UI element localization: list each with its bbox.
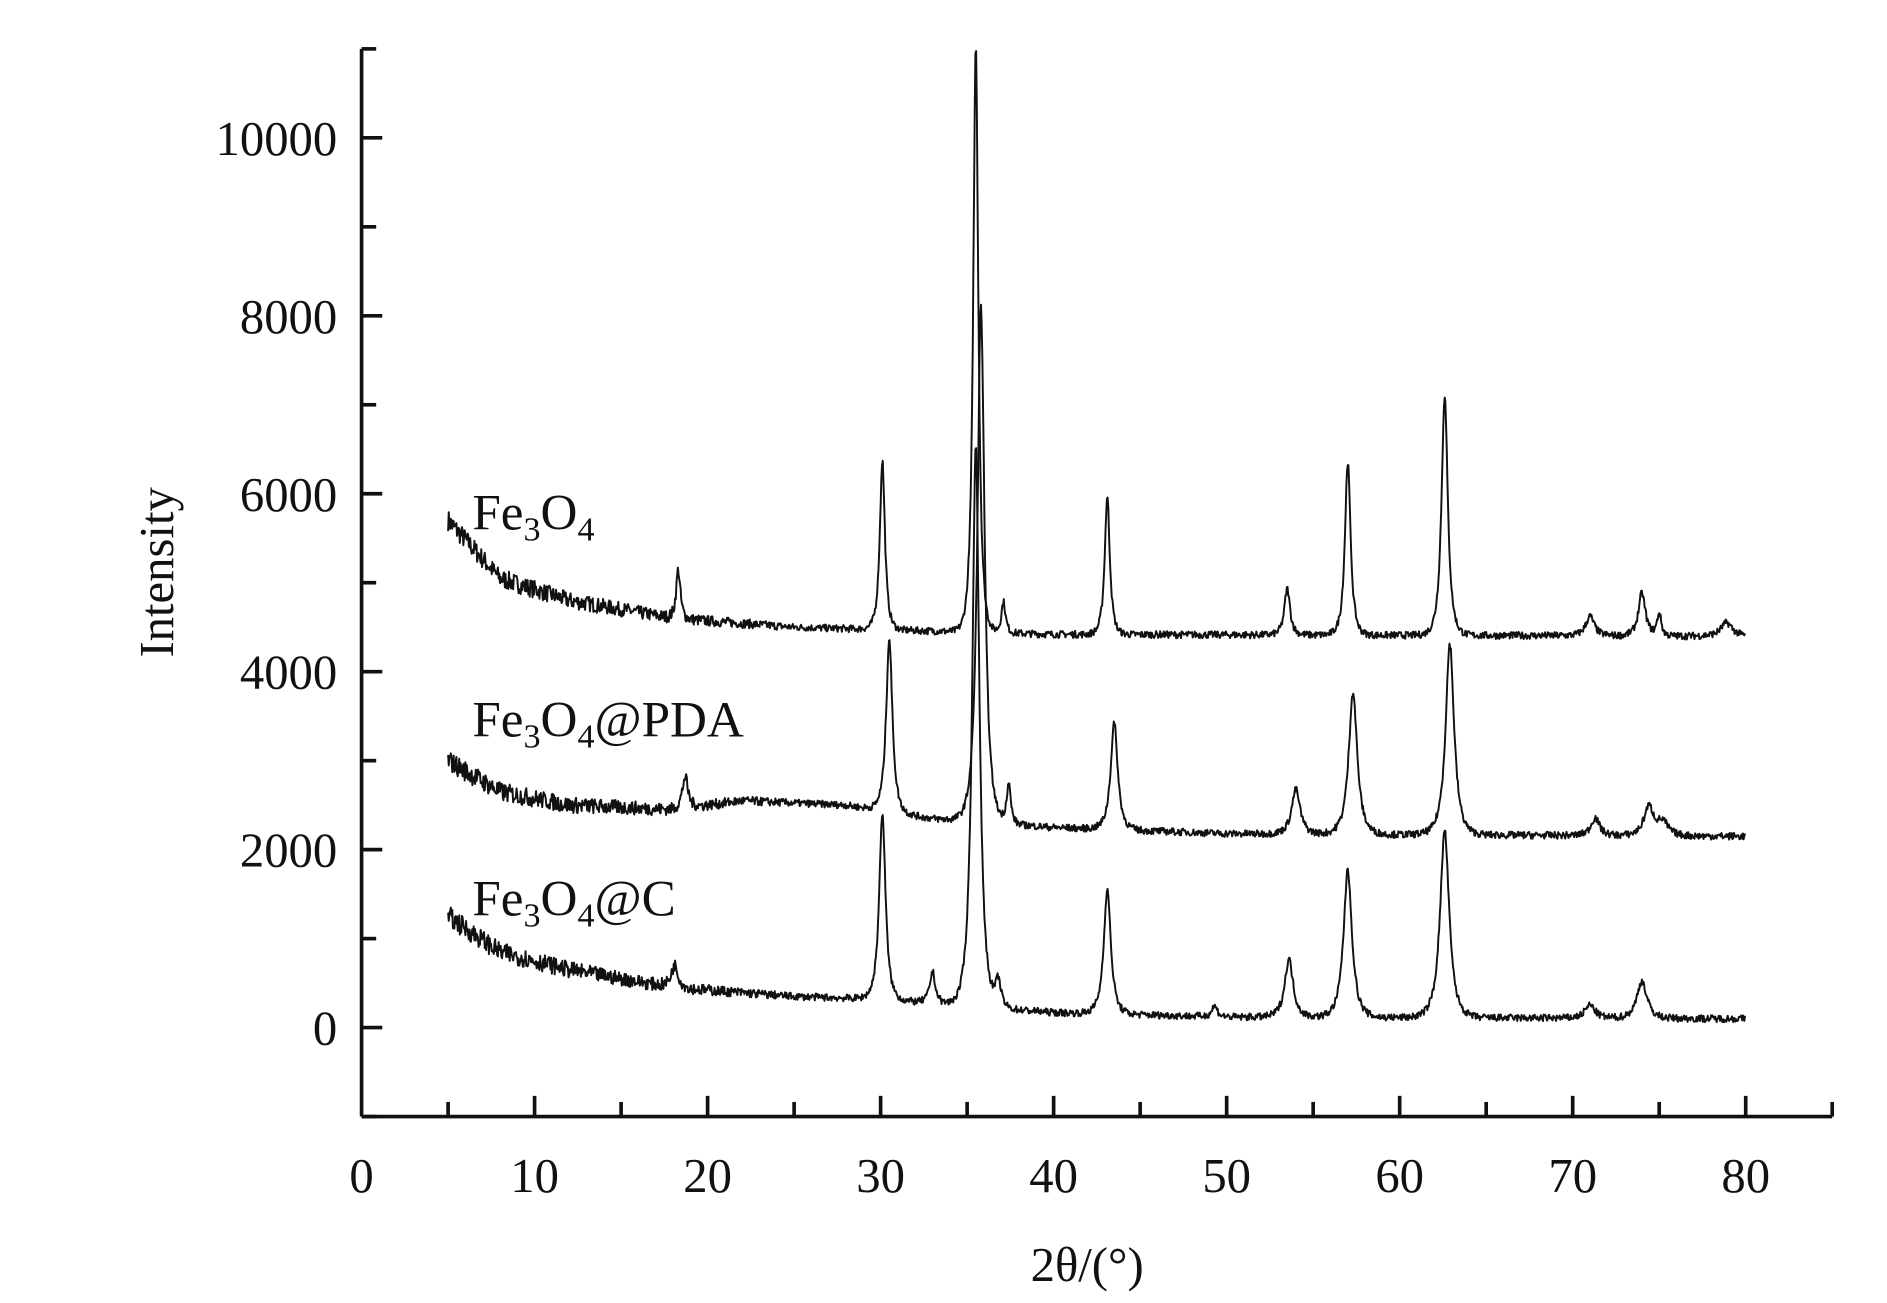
x-axis-label: 2θ/(°) <box>1031 1238 1144 1292</box>
y-tick-label: 2000 <box>240 824 337 878</box>
x-tick-label: 70 <box>1548 1149 1597 1203</box>
series-labels: Fe3O4 Fe3O4@PDA Fe3O4@C <box>472 485 744 935</box>
x-tick-label: 10 <box>510 1149 559 1203</box>
y-tick-label: 0 <box>313 1002 337 1056</box>
x-tick-label: 30 <box>856 1149 905 1203</box>
y-axis-label: Intensity <box>130 487 184 658</box>
series-line-fe3o4 <box>447 50 1746 641</box>
axes: 0 10 20 30 40 50 60 70 80 0 2000 4000 6000 8000 10000 <box>216 47 1835 1203</box>
x-tick-label: 60 <box>1375 1149 1424 1203</box>
x-tick-label: 80 <box>1721 1149 1770 1203</box>
series-line-fe3o4-c <box>447 447 1747 1024</box>
series-label-fe3o4: Fe3O4 <box>472 485 594 549</box>
x-tick-label: 50 <box>1202 1149 1251 1203</box>
x-tick-label: 0 <box>349 1149 373 1203</box>
series-label-fe3o4-pda: Fe3O4@PDA <box>472 692 744 756</box>
x-tick-label: 40 <box>1029 1149 1078 1203</box>
y-tick-label: 4000 <box>240 646 337 700</box>
y-tick-label: 6000 <box>240 468 337 522</box>
series-line-fe3o4-pda <box>447 303 1746 841</box>
series-group <box>447 50 1747 1024</box>
series-label-fe3o4-c: Fe3O4@C <box>472 871 675 935</box>
y-tick-label: 10000 <box>216 112 338 166</box>
x-tick-label: 20 <box>683 1149 732 1203</box>
y-tick-label: 8000 <box>240 290 337 344</box>
